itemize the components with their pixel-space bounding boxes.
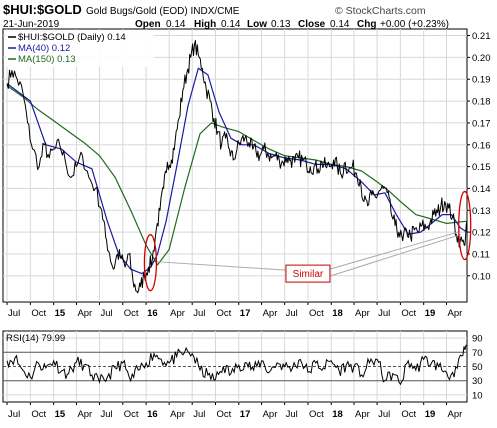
open-value: 0.14 <box>166 19 186 30</box>
legend-label-ma150: MA(150) 0.13 <box>18 54 76 65</box>
price-xtick-label: Apr <box>355 308 370 319</box>
callout-connector <box>329 234 461 277</box>
callout-connector <box>329 231 460 270</box>
price-xtick-label: Apr <box>263 308 278 319</box>
rsi-ytick-label: 90 <box>472 334 483 345</box>
rsi-xtick-label: Oct <box>31 409 46 420</box>
rsi-xtick-label: Jul <box>100 409 112 420</box>
price-ytick-label: 0.14 <box>472 184 491 195</box>
price-series-line <box>6 40 468 294</box>
price-xtick-label: Apr <box>447 308 462 319</box>
price-ytick-label: 0.20 <box>472 53 491 64</box>
price-xtick-label: 16 <box>147 308 158 319</box>
price-ytick-label: 0.13 <box>472 206 491 217</box>
price-ytick-label: 0.12 <box>472 228 491 239</box>
price-xtick-label: Jul <box>378 308 390 319</box>
price-xtick-label: 19 <box>425 308 436 319</box>
rsi-xtick-label: Jul <box>193 409 205 420</box>
rsi-xtick-label: Apr <box>447 409 462 420</box>
open-label: Open <box>135 19 161 30</box>
price-xtick-label: Oct <box>216 308 231 319</box>
price-ytick-label: 0.19 <box>472 75 491 86</box>
close-label: Close <box>298 19 326 30</box>
rsi-xtick-label: Oct <box>401 409 416 420</box>
rsi-xtick-label: Apr <box>170 409 185 420</box>
high-label: High <box>194 19 216 30</box>
price-xtick-label: Oct <box>31 308 46 319</box>
legend: $HUI:$GOLD (Daily) 0.14 MA(40) 0.12 MA(1… <box>6 31 154 67</box>
price-xtick-label: 17 <box>240 308 251 319</box>
rsi-ytick-label: 50 <box>472 362 483 373</box>
legend-label-ma40: MA(40) 0.12 <box>18 43 70 54</box>
price-xtick-label: Jul <box>193 308 205 319</box>
chart-date: 21-Jun-2019 <box>3 19 60 30</box>
rsi-xtick-label: Oct <box>216 409 231 420</box>
rsi-label: RSI(14) 79.99 <box>6 333 65 344</box>
price-ytick-label: 0.18 <box>472 97 491 108</box>
callout-label: Similar <box>293 269 324 280</box>
rsi-series-line <box>6 344 468 386</box>
price-xtick-label: Apr <box>170 308 185 319</box>
price-panel-frame <box>2 28 468 303</box>
chg-label: Chg <box>357 19 376 30</box>
price-xtick-label: Oct <box>401 308 416 319</box>
highlight-ellipse <box>458 190 472 261</box>
rsi-xtick-label: 18 <box>332 409 343 420</box>
stockcharts-watermark: © StockCharts.com <box>335 5 426 17</box>
price-xtick-label: Oct <box>124 308 139 319</box>
low-label: Low <box>247 19 267 30</box>
price-ytick-label: 0.21 <box>472 31 491 42</box>
rsi-ytick-label: 10 <box>472 390 483 401</box>
rsi-ytick-label: 70 <box>472 348 483 359</box>
rsi-xtick-label: Apr <box>263 409 278 420</box>
highlight-ellipse <box>143 234 158 292</box>
legend-label-price: $HUI:$GOLD (Daily) 0.14 <box>18 32 126 43</box>
chg-value: +0.00 (+0.23%) <box>380 19 449 30</box>
legend-background <box>6 31 154 67</box>
price-ytick-label: 0.16 <box>472 140 491 151</box>
axis-layer: 0.10 0.11 0.12 0.13 0.14 0.15 0.16 0.17 0.18 0.19… <box>6 31 491 420</box>
high-value: 0.14 <box>221 19 241 30</box>
annotation-layer: Similar <box>143 190 472 292</box>
rsi-xtick-label: 16 <box>147 409 158 420</box>
close-value: 0.14 <box>330 19 350 30</box>
callout-connector <box>156 261 286 271</box>
price-xtick-label: Oct <box>309 308 324 319</box>
price-ytick-label: 0.10 <box>472 271 491 282</box>
callout-box <box>285 264 331 283</box>
price-xtick-label: 15 <box>55 308 66 319</box>
rsi-xtick-label: Oct <box>124 409 139 420</box>
rsi-xtick-label: 15 <box>55 409 66 420</box>
rsi-xtick-label: Oct <box>309 409 324 420</box>
low-value: 0.13 <box>271 19 291 30</box>
rsi-xtick-label: Jul <box>378 409 390 420</box>
price-ytick-label: 0.15 <box>472 162 491 173</box>
price-xtick-label: 18 <box>332 308 343 319</box>
rsi-xtick-label: Jul <box>8 409 20 420</box>
rsi-xtick-label: 19 <box>425 409 436 420</box>
price-xtick-label: Jul <box>8 308 20 319</box>
rsi-xtick-label: Apr <box>355 409 370 420</box>
price-xtick-label: Jul <box>100 308 112 319</box>
price-ytick-label: 0.11 <box>472 249 490 260</box>
ohlc-summary: Open 0.14 High 0.14 Low 0.13 Close 0.14 … <box>135 19 449 30</box>
chart-description: Gold Bugs/Gold (EOD) INDX/CME <box>86 6 240 17</box>
rsi-xtick-label: Jul <box>286 409 298 420</box>
price-xtick-label: Apr <box>77 308 92 319</box>
price-ytick-label: 0.17 <box>472 118 491 129</box>
rsi-xtick-label: Apr <box>77 409 92 420</box>
series-layer <box>6 40 468 386</box>
chart-symbol: $HUI:$GOLD <box>3 2 82 17</box>
rsi-xtick-label: 17 <box>240 409 251 420</box>
price-xtick-label: Jul <box>286 308 298 319</box>
rsi-ytick-label: 30 <box>472 376 483 387</box>
